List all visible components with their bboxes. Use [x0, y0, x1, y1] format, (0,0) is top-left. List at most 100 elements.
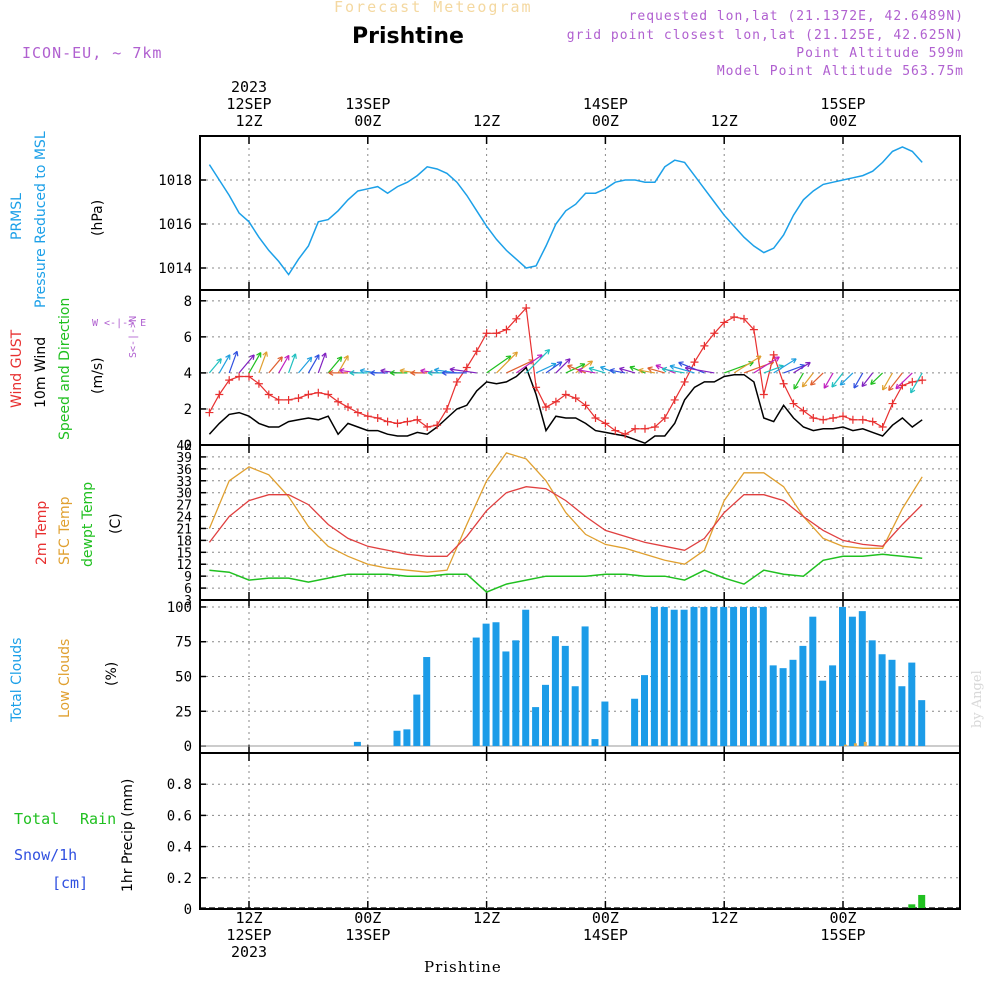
gust-marker	[680, 377, 689, 386]
wind-arrow-head	[328, 369, 334, 376]
wind-arrow-head	[556, 361, 563, 367]
total-cloud-bar	[819, 680, 827, 747]
t2m-line	[208, 486, 923, 557]
total-cloud-bar	[393, 730, 401, 747]
gust-marker	[245, 372, 253, 381]
wind-arrow-head	[577, 367, 583, 374]
wind-arrow-head	[801, 381, 808, 388]
wind-arrow-head	[512, 351, 518, 358]
gust-marker	[502, 325, 511, 334]
y-tick-label: 2	[184, 402, 192, 418]
total-cloud-bar	[482, 623, 490, 747]
compass-we: W <-|-> E	[92, 318, 147, 329]
wind-arrow-head	[441, 369, 447, 376]
gust-marker	[334, 397, 343, 406]
total-cloud-bar	[403, 729, 411, 747]
total-cloud-bar	[680, 609, 688, 747]
wind-direction-arrow	[793, 372, 804, 390]
wind-arrow-head	[216, 358, 222, 364]
gust-marker	[294, 394, 303, 403]
wind-arrow-head	[262, 351, 268, 357]
wind-arrow-head	[389, 369, 395, 376]
total-cloud-bar	[878, 654, 886, 747]
gust-marker	[393, 419, 402, 428]
gust-marker	[650, 422, 659, 431]
time-label-line: 13SEP	[345, 926, 391, 944]
wind-arrow-head	[870, 379, 876, 385]
wind-arrow-head	[882, 384, 888, 391]
wind-direction-arrow	[268, 356, 283, 374]
wind-direction-arrow	[525, 349, 550, 374]
y-tick-label: 0.2	[167, 871, 192, 887]
wind-direction-arrow	[882, 372, 894, 391]
time-label-line: 14SEP	[582, 926, 628, 944]
y-tick-label: 0.6	[167, 808, 192, 824]
gust-marker	[789, 399, 798, 408]
gust-marker	[631, 424, 640, 433]
total-cloud-bar	[472, 637, 480, 747]
time-label: 12Z 12SEP 2023	[209, 910, 289, 961]
wind-arrow-head	[587, 360, 594, 366]
y-tick-label: 9	[184, 570, 192, 585]
gust-marker	[690, 358, 699, 367]
page-title: Prishtine	[352, 24, 464, 49]
wind-direction-arrow	[218, 354, 231, 374]
y-tick-label: 0	[184, 438, 192, 454]
time-label-line: 2023	[230, 943, 268, 961]
wind-direction-arrow	[496, 351, 518, 374]
wind-arrow-head	[669, 364, 675, 370]
wind-direction-arrow	[733, 355, 762, 374]
time-label-line: 12SEP	[226, 95, 272, 113]
gust-marker	[561, 390, 570, 399]
wind-arrow-head	[449, 366, 455, 373]
wind-arrow-head	[336, 356, 343, 362]
total-cloud-bar	[700, 606, 708, 747]
panel-frame-4	[199, 752, 961, 910]
y-tick-label: 25	[175, 704, 192, 720]
wind-arrow-head	[544, 348, 551, 355]
wind-direction-arrow	[545, 361, 563, 374]
wind-arrow-head	[225, 354, 231, 360]
time-label-line: 12Z	[235, 112, 263, 130]
wind-arrow-head	[755, 355, 762, 361]
wind-arrow-head	[600, 365, 606, 372]
grid-point-location: grid point closest lon,lat (21.125E, 42.…	[566, 28, 964, 43]
wind-arrow-head	[831, 382, 837, 388]
total-cloud-bar	[918, 700, 926, 747]
total-cloud-bar	[522, 609, 530, 747]
low-cloud-bar	[863, 741, 867, 747]
wind-direction-arrow	[753, 356, 780, 374]
wind-arrow-head	[359, 368, 366, 374]
wind-arrow-head	[638, 367, 644, 374]
gust-marker	[641, 424, 649, 433]
wind-direction-arrow	[486, 355, 512, 374]
rain-total-label: Total	[14, 810, 60, 828]
time-label-line: 13SEP	[345, 95, 391, 113]
time-label-line: 00Z	[591, 909, 619, 927]
snow-label: Snow/1h	[14, 846, 78, 864]
total-cloud-bar	[809, 616, 817, 747]
time-label: 00Z 15SEP	[803, 910, 883, 944]
y-tick-label: 42	[176, 439, 192, 454]
gust-marker	[482, 329, 491, 338]
wind-direction-arrow	[515, 354, 543, 374]
time-label: 00Z 13SEP	[328, 910, 408, 944]
time-label-line: 12Z	[710, 909, 738, 927]
y-tick-label: 0	[184, 902, 192, 918]
wind-direction-arrow	[327, 356, 343, 374]
gust-marker	[888, 399, 897, 408]
gust-marker	[621, 430, 630, 439]
wind-direction-arrow	[449, 368, 477, 374]
total-cloud-bar	[898, 686, 906, 747]
panel-frame-1	[199, 289, 961, 446]
wind-direction-arrow	[861, 372, 874, 387]
wind-arrow-head	[774, 356, 780, 362]
total-cloud-bar	[749, 606, 757, 747]
total-cloud-bar	[423, 657, 431, 747]
y-tick-label: 0.8	[167, 777, 192, 793]
wind-arrow-head	[588, 366, 595, 373]
wind-direction-arrow	[248, 352, 262, 374]
y-tick-label: 1016	[158, 217, 192, 233]
wind-arrow-head	[678, 361, 684, 367]
wind-direction-arrow	[669, 365, 695, 374]
